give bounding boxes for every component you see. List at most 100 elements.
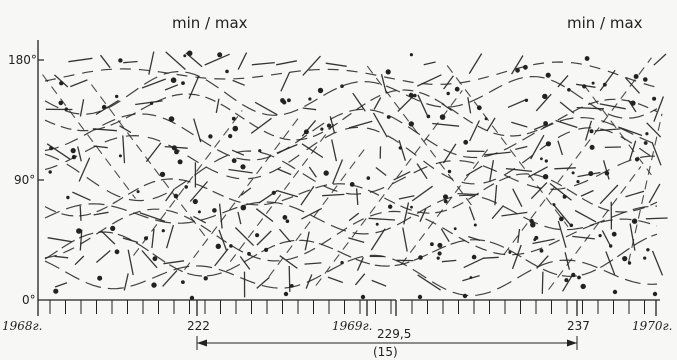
direction-stroke bbox=[141, 78, 167, 89]
field-curve bbox=[44, 108, 658, 161]
y-tick-label-180: 180° bbox=[8, 53, 37, 67]
direction-stroke bbox=[417, 274, 441, 291]
observation-dot bbox=[136, 190, 140, 194]
observation-dot bbox=[437, 242, 443, 248]
direction-stroke bbox=[302, 107, 317, 111]
observation-dot bbox=[602, 82, 607, 87]
direction-stroke bbox=[651, 250, 664, 276]
diagonal-dashed-line bbox=[583, 84, 652, 176]
observation-dot bbox=[231, 158, 237, 164]
direction-stroke bbox=[370, 228, 386, 251]
direction-stroke bbox=[204, 53, 230, 66]
direction-stroke bbox=[368, 217, 396, 221]
observation-dot bbox=[539, 248, 544, 253]
direction-stroke bbox=[68, 57, 93, 63]
observation-dot bbox=[183, 54, 187, 58]
observation-dot bbox=[97, 275, 103, 281]
direction-stroke bbox=[653, 53, 667, 66]
direction-stroke bbox=[441, 259, 457, 263]
observation-dot bbox=[471, 254, 477, 260]
direction-stroke bbox=[469, 120, 480, 142]
direction-stroke bbox=[92, 128, 117, 132]
direction-stroke bbox=[468, 206, 476, 221]
diagonal-dashed-line bbox=[400, 147, 489, 266]
diagonal-dashed-line bbox=[90, 84, 208, 239]
observation-dot bbox=[410, 205, 413, 209]
direction-stroke bbox=[78, 157, 91, 182]
direction-stroke bbox=[584, 120, 593, 141]
observation-dot bbox=[462, 293, 468, 299]
observation-dot bbox=[417, 294, 423, 300]
direction-stroke bbox=[530, 134, 545, 160]
diagonal-dashed-line bbox=[548, 166, 642, 290]
observation-dot bbox=[173, 193, 179, 199]
observation-dot bbox=[118, 154, 122, 158]
direction-stroke bbox=[417, 94, 429, 117]
direction-stroke bbox=[501, 211, 528, 217]
direction-stroke bbox=[188, 75, 200, 99]
observation-dot bbox=[589, 129, 594, 134]
direction-stroke bbox=[417, 74, 442, 87]
direction-stroke bbox=[215, 98, 220, 114]
observation-dot bbox=[622, 256, 628, 262]
observation-dot bbox=[101, 104, 107, 110]
direction-stroke bbox=[352, 92, 366, 112]
direction-stroke bbox=[164, 84, 179, 91]
observation-dot bbox=[151, 282, 157, 288]
observation-dot bbox=[70, 148, 76, 154]
observation-dot bbox=[308, 97, 312, 101]
observation-dot bbox=[576, 180, 580, 184]
direction-stroke bbox=[79, 205, 82, 221]
direction-stroke bbox=[305, 274, 313, 289]
direction-stroke bbox=[218, 229, 228, 251]
direction-stroke bbox=[489, 159, 495, 182]
direction-stroke bbox=[237, 211, 242, 225]
observation-dot bbox=[559, 216, 564, 222]
direction-stroke bbox=[576, 106, 604, 110]
observation-dot bbox=[59, 81, 64, 86]
observation-dot bbox=[143, 236, 149, 241]
direction-stroke bbox=[411, 185, 433, 202]
observation-dot bbox=[240, 204, 247, 211]
direction-stroke bbox=[580, 189, 594, 197]
direction-stroke bbox=[139, 212, 166, 223]
observation-points bbox=[48, 50, 658, 301]
direction-stroke bbox=[648, 183, 661, 204]
direction-stroke bbox=[348, 212, 360, 222]
direction-stroke bbox=[380, 74, 387, 94]
observation-dot bbox=[437, 251, 442, 256]
direction-stroke bbox=[331, 159, 344, 185]
direction-stroke bbox=[646, 122, 662, 138]
direction-stroke bbox=[511, 55, 524, 75]
field-curve bbox=[44, 126, 658, 185]
direction-stroke bbox=[46, 143, 71, 160]
observation-dot bbox=[152, 256, 158, 262]
direction-stroke bbox=[423, 61, 436, 66]
direction-stroke bbox=[599, 69, 616, 92]
direction-stroke bbox=[54, 74, 69, 88]
observation-dot bbox=[476, 105, 482, 111]
observation-dot bbox=[604, 170, 610, 176]
direction-stroke bbox=[557, 220, 567, 248]
observation-dot bbox=[258, 149, 262, 153]
direction-stroke bbox=[304, 231, 310, 251]
observation-dot bbox=[231, 116, 236, 121]
direction-stroke bbox=[327, 276, 344, 284]
direction-stroke bbox=[403, 202, 410, 225]
observation-dot bbox=[264, 247, 269, 252]
direction-stroke bbox=[77, 146, 82, 162]
observation-dot bbox=[203, 276, 208, 281]
observation-dot bbox=[652, 291, 658, 297]
direction-stroke bbox=[536, 255, 549, 269]
direction-stroke bbox=[151, 228, 155, 249]
direction-stroke bbox=[397, 94, 415, 112]
direction-stroke bbox=[491, 205, 504, 220]
direction-stroke bbox=[279, 255, 298, 269]
direction-stroke bbox=[99, 54, 111, 69]
direction-stroke bbox=[322, 193, 345, 197]
diagonal-dashed-line bbox=[133, 110, 243, 256]
direction-stroke bbox=[373, 97, 382, 110]
direction-stroke bbox=[325, 62, 347, 67]
observation-dot bbox=[582, 84, 587, 89]
direction-stroke bbox=[301, 143, 324, 159]
